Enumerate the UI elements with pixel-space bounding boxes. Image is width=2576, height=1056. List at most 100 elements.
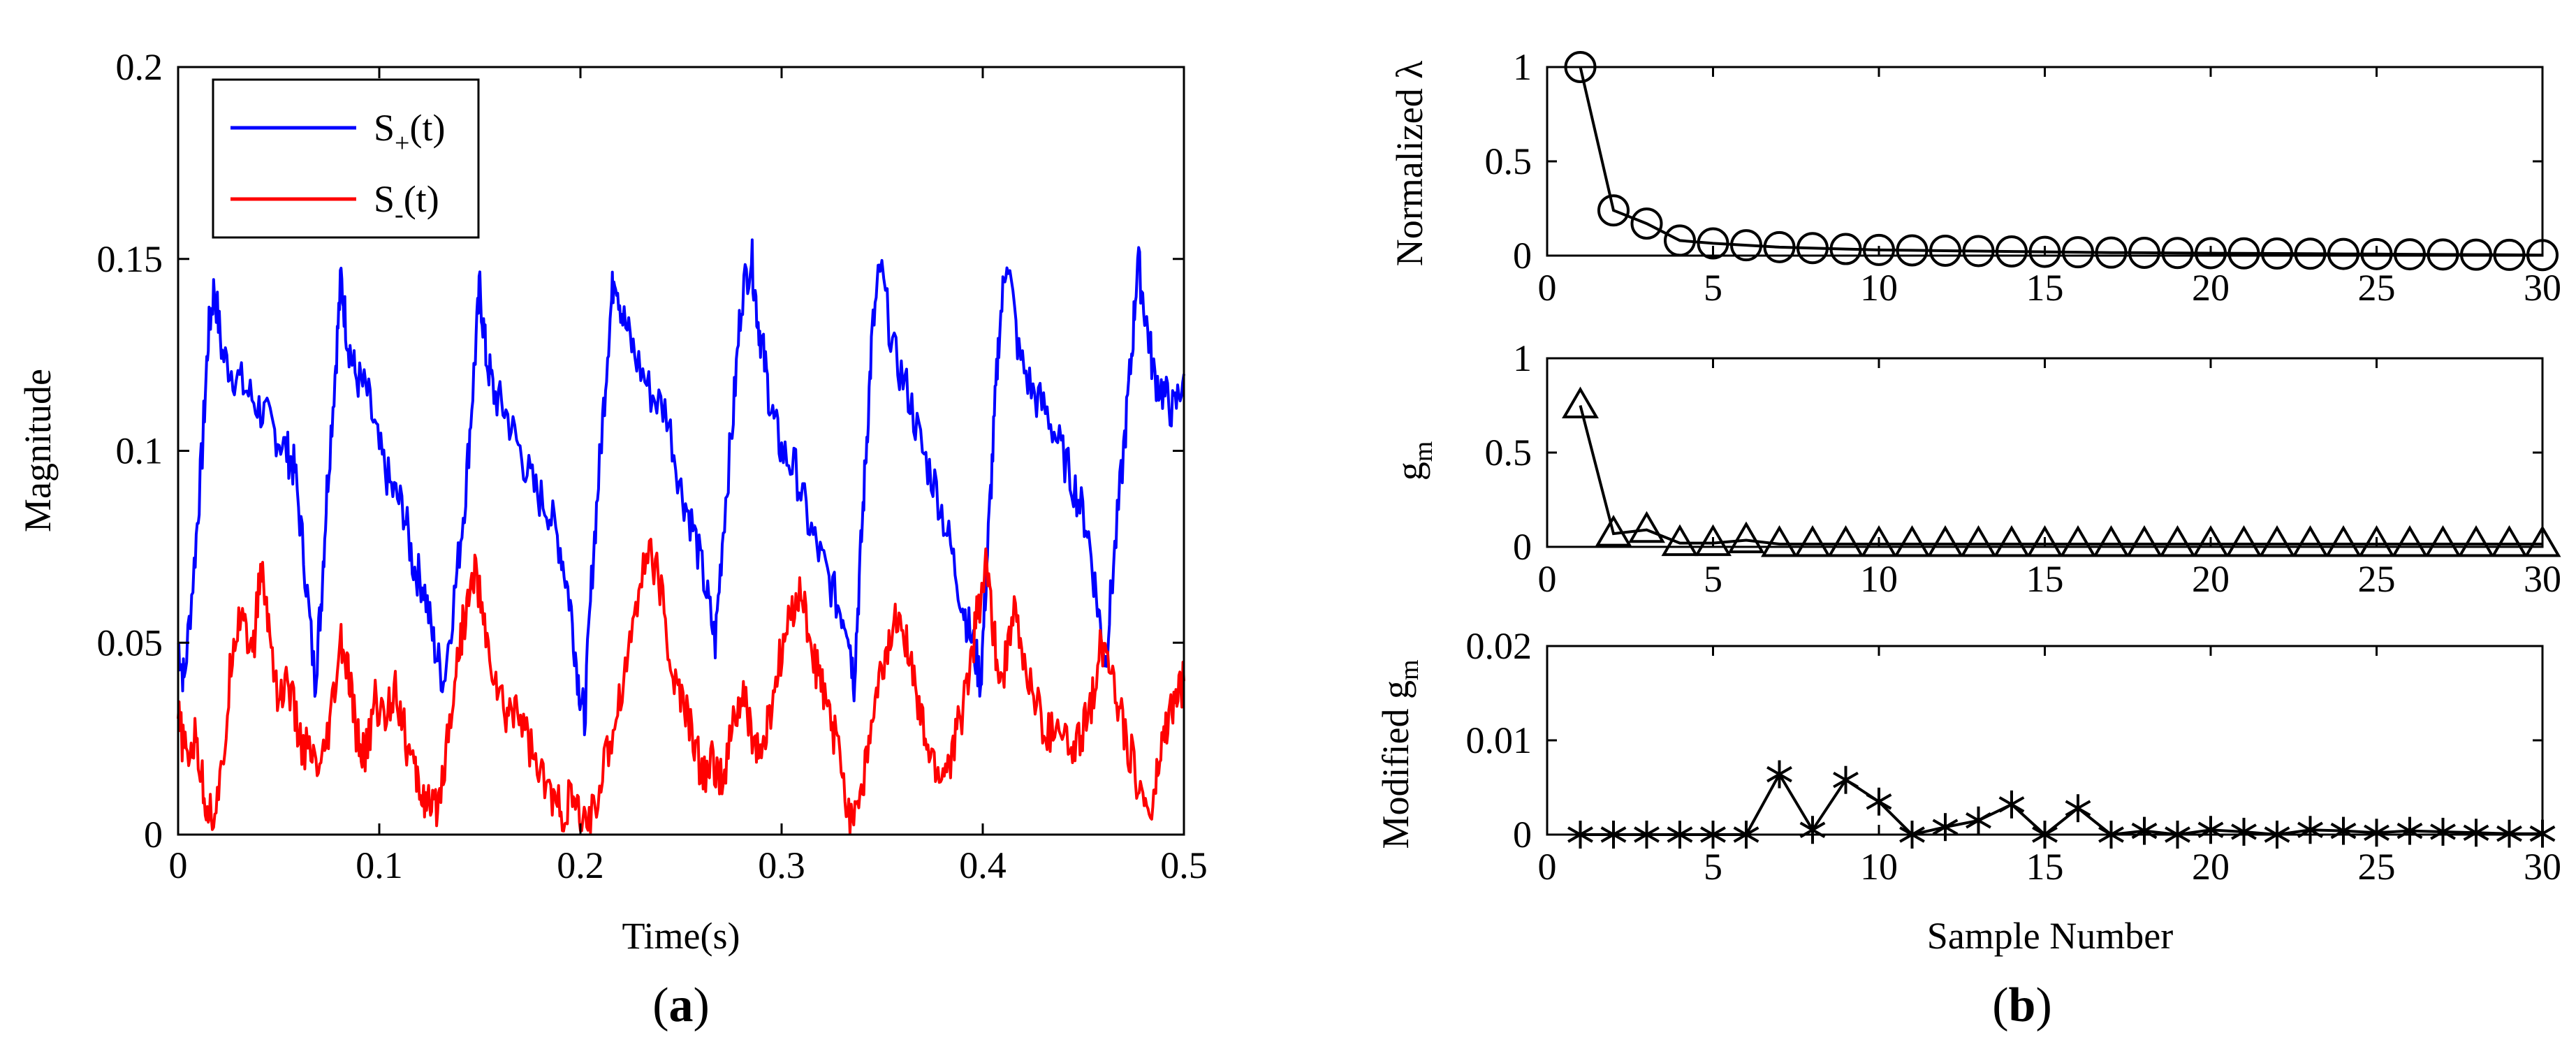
x-tick-label: 30: [2524, 558, 2561, 600]
asterisk-marker: [2197, 816, 2224, 844]
triangle-marker: [1562, 386, 1599, 419]
y-tick-label: 0.01: [1466, 719, 1532, 761]
x-tick-label: 15: [2026, 558, 2064, 600]
triangle-marker: [2391, 525, 2429, 557]
triangle-marker: [1827, 525, 1864, 557]
x-tick-label: 30: [2524, 267, 2561, 309]
circle-marker: [1829, 233, 1862, 265]
subplot-1-y-axis-label: Normalized λ: [1389, 61, 1430, 267]
triangle-marker: [2424, 525, 2461, 557]
circle-marker: [2394, 238, 2426, 271]
x-tick-label: 0: [1538, 846, 1557, 888]
circle-marker: [1763, 230, 1796, 263]
circle-marker: [2460, 238, 2492, 271]
asterisk-marker: [1799, 816, 1826, 844]
subplot-3: 0 5 10 15 20 25 30 0 0.01 0.02: [1466, 625, 2562, 888]
x-tick-label: 0.1: [356, 844, 403, 886]
y-tick-label: 0.15: [97, 238, 163, 280]
panel-a-chart: 0 0.1 0.2 0.3 0.4 0.5 0 0.05 0.1 0.15 0.2 Time(s)…: [17, 46, 1208, 1032]
x-tick-label: 10: [1860, 846, 1898, 888]
x-tick-label: 15: [2026, 846, 2064, 888]
triangle-marker: [1595, 515, 1632, 547]
triangle-marker: [1894, 525, 1931, 557]
asterisk-marker: [2165, 821, 2190, 849]
x-tick-label: 0: [1538, 558, 1557, 600]
panel-a-legend: S+(t) S-(t): [212, 78, 480, 239]
circle-marker: [2427, 238, 2459, 271]
triangle-marker: [1960, 525, 1997, 557]
triangle-marker: [2292, 525, 2329, 557]
panel-a-series-lines: [177, 238, 1185, 835]
y-tick-label: 1: [1513, 46, 1532, 88]
asterisk-marker: [1932, 813, 1959, 842]
x-tick-label: 10: [1860, 267, 1898, 309]
triangle-marker: [2457, 525, 2495, 557]
panel-a-x-axis-label: Time(s): [622, 915, 740, 957]
y-tick-label: 0: [144, 814, 163, 856]
x-tick-label: 10: [1860, 558, 1898, 600]
asterisk-marker: [1998, 790, 2025, 819]
panel-b-x-axis-label: Sample Number: [1927, 915, 2173, 957]
circle-marker: [2294, 237, 2327, 270]
circle-marker: [1664, 224, 1696, 257]
asterisk-marker: [1833, 765, 1859, 794]
asterisk-marker: [1966, 806, 1991, 835]
circle-marker: [2261, 237, 2293, 270]
asterisk-marker: [2364, 819, 2390, 847]
circle-marker: [2526, 239, 2559, 272]
asterisk-marker: [1567, 821, 1593, 849]
x-tick-label: 20: [2192, 558, 2230, 600]
x-tick-label: 0: [169, 844, 188, 886]
y-tick-label: 0.02: [1466, 625, 1532, 667]
triangle-marker: [1695, 524, 1732, 557]
circle-marker: [1962, 235, 1995, 267]
subplot-2: 0 5 10 15 20 25 30 0 0.5 1: [1485, 337, 2562, 600]
asterisk-marker: [2396, 816, 2423, 845]
subplot-2-series-line: [1579, 404, 2542, 545]
y-tick-label: 0: [1513, 526, 1532, 568]
x-tick-label: 5: [1704, 267, 1722, 309]
asterisk-marker: [2330, 816, 2357, 845]
triangle-marker: [1628, 511, 1665, 543]
triangle-marker: [1761, 525, 1798, 557]
circle-marker: [1697, 227, 1729, 260]
x-tick-label: 25: [2358, 558, 2396, 600]
triangle-marker: [2491, 525, 2528, 557]
subplot-1: 0 5 10 15 20 25 30 0 0.5 1: [1485, 46, 2562, 309]
y-tick-label: 0: [1513, 235, 1532, 277]
asterisk-marker: [1733, 821, 1759, 849]
x-tick-label: 5: [1704, 846, 1722, 888]
triangle-marker: [2059, 525, 2097, 557]
circle-marker: [2062, 236, 2094, 269]
circle-marker: [2095, 236, 2128, 269]
asterisk-marker: [1866, 787, 1892, 816]
circle-marker: [2360, 237, 2393, 270]
y-tick-label: 0.5: [1485, 432, 1532, 474]
circle-marker: [1796, 232, 1829, 265]
asterisk-marker: [2297, 816, 2323, 844]
circle-marker: [2028, 235, 2061, 268]
circle-marker: [2195, 237, 2227, 270]
series-line-s-plus: [177, 238, 1185, 737]
triangle-marker: [2026, 525, 2063, 557]
subplot-3-series-line: [1580, 771, 2542, 837]
x-tick-label: 20: [2192, 846, 2230, 888]
asterisk-marker: [2463, 819, 2489, 847]
circle-marker: [2227, 237, 2260, 270]
y-tick-label: 1: [1513, 337, 1532, 379]
panel-a-caption: (a): [652, 978, 710, 1032]
triangle-marker: [2159, 525, 2196, 557]
x-tick-label: 0.5: [1160, 844, 1208, 886]
circle-marker: [2161, 237, 2194, 270]
x-tick-label: 5: [1704, 558, 1722, 600]
triangle-marker: [1727, 521, 1765, 554]
x-tick-label: 30: [2524, 846, 2561, 888]
triangle-marker: [2524, 525, 2561, 557]
y-tick-label: 0.1: [116, 430, 163, 472]
triangle-marker: [1860, 525, 1898, 557]
circle-marker: [2128, 236, 2160, 269]
triangle-marker: [1993, 525, 2030, 557]
triangle-marker: [1794, 525, 1831, 557]
triangle-marker: [2125, 525, 2163, 557]
